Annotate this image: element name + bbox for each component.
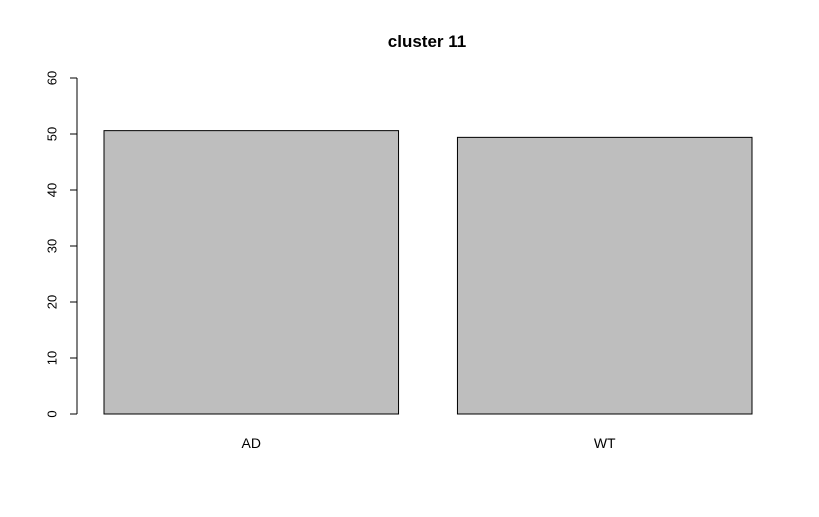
- y-tick-label: 10: [44, 351, 59, 365]
- bar-wt: [456, 136, 753, 415]
- bars-group: [103, 130, 753, 415]
- x-category-label: WT: [594, 435, 616, 451]
- y-tick-label: 20: [44, 295, 59, 309]
- y-tick-label: 60: [44, 71, 59, 85]
- y-axis: 0 10 20 30 40 50 60: [44, 71, 78, 418]
- y-tick-label: 0: [44, 410, 59, 417]
- y-tick-label: 30: [44, 239, 59, 253]
- y-tick-label: 40: [44, 183, 59, 197]
- x-category-label: AD: [242, 435, 261, 451]
- bar-ad: [103, 130, 400, 415]
- chart-title: cluster 11: [388, 32, 466, 51]
- y-tick-label: 50: [44, 127, 59, 141]
- x-axis-labels: AD WT: [242, 435, 617, 451]
